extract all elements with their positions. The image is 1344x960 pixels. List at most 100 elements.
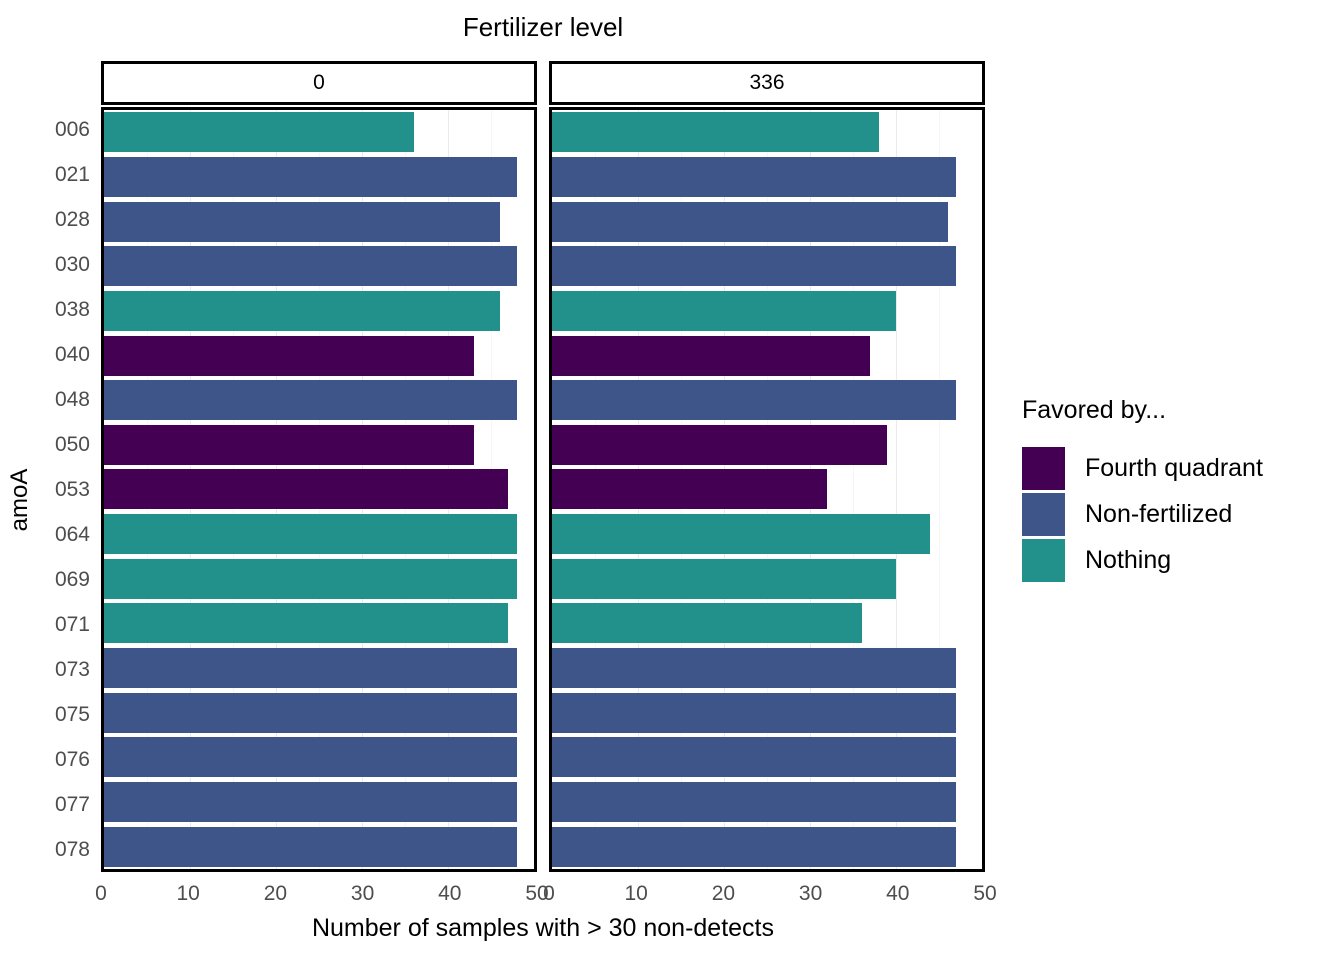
bar-row-0-050 (104, 422, 534, 467)
bar-row-0-030 (104, 244, 534, 289)
bar-336-053 (552, 469, 828, 510)
legend-entry-1: Non-fertilized (1022, 491, 1332, 537)
facet-336: 336 (549, 61, 985, 872)
x-tick-label-336-0: 0 (543, 882, 555, 905)
facet-0: 0 (101, 61, 537, 872)
y-axis-label-048: 048 (54, 388, 90, 411)
gridline-336-45 (939, 110, 940, 869)
x-tick-label-0-40: 40 (438, 882, 462, 905)
legend-label-1: Non-fertilized (1085, 499, 1233, 528)
gridline-336-40 (896, 110, 897, 869)
x-tick-label-0-50: 50 (525, 882, 549, 905)
bar-336-021 (552, 156, 957, 197)
bar-row-336-076 (552, 735, 982, 780)
y-axis-label-053: 053 (54, 478, 90, 501)
bar-336-076 (552, 737, 957, 778)
x-tick-label-0-20: 20 (263, 882, 288, 905)
legend-entry-2: Nothing (1022, 537, 1332, 583)
bar-rows-0 (104, 110, 534, 869)
bar-336-071 (552, 603, 862, 644)
bar-row-336-053 (552, 467, 982, 512)
y-axis-label-071: 071 (54, 613, 90, 636)
x-axis-facet-336: 0 10 20 30 40 50 (543, 882, 997, 908)
bar-row-0-078 (104, 824, 534, 869)
x-axis-title: Number of samples with > 30 non-detects (311, 914, 775, 942)
bar-0-048 (104, 380, 517, 421)
y-axis-label-050: 050 (54, 433, 90, 456)
bar-row-0-073 (104, 646, 534, 691)
bar-row-0-071 (104, 601, 534, 646)
bar-336-073 (552, 648, 957, 688)
bar-row-0-075 (104, 690, 534, 735)
bar-336-006 (552, 112, 879, 153)
x-tick-label-0-30: 30 (350, 882, 375, 905)
y-axis-label-069: 069 (54, 568, 90, 591)
y-axis-label-073: 073 (54, 658, 90, 681)
bar-336-050 (552, 424, 888, 465)
bar-row-336-064 (552, 512, 982, 557)
y-axis-label-040: 040 (54, 343, 90, 366)
legend-label-0: Fourth quadrant (1085, 453, 1263, 482)
bar-0-069 (104, 558, 517, 599)
facet-strip-336: 336 (549, 61, 985, 105)
bar-row-0-048 (104, 378, 534, 423)
bar-row-0-038 (104, 289, 534, 334)
bar-row-336-030 (552, 244, 982, 289)
bar-row-336-048 (552, 378, 982, 423)
x-tick-label-336-30: 30 (798, 882, 823, 905)
bar-row-0-006 (104, 110, 534, 155)
bar-rows-336 (552, 110, 982, 869)
bar-0-038 (104, 290, 500, 331)
x-tick-label-336-40: 40 (886, 882, 910, 905)
legend: Favored by... Fourth quadrant Non-fertili… (1022, 396, 1332, 583)
legend-title: Favored by... (1022, 396, 1167, 424)
bar-row-336-038 (552, 289, 982, 334)
bar-row-0-053 (104, 467, 534, 512)
y-axis-label-064: 064 (54, 523, 90, 546)
bar-row-0-021 (104, 155, 534, 200)
bar-0-040 (104, 335, 474, 376)
bar-336-028 (552, 201, 948, 242)
x-tick-label-336-20: 20 (711, 882, 736, 905)
x-tick-label-0-10: 10 (176, 882, 200, 905)
bar-row-336-050 (552, 422, 982, 467)
bar-row-336-078 (552, 824, 982, 869)
x-tick-label-336-10: 10 (624, 882, 648, 905)
y-axis-label-030: 030 (54, 253, 90, 276)
bar-0-078 (104, 826, 517, 867)
facet-panel-336 (549, 107, 985, 872)
legend-entry-0: Fourth quadrant (1022, 445, 1332, 491)
bar-row-0-064 (104, 512, 534, 557)
bar-row-0-076 (104, 735, 534, 780)
bar-0-064 (104, 514, 517, 555)
facet-panel-0 (101, 107, 537, 872)
bar-0-071 (104, 603, 509, 644)
bar-row-336-028 (552, 199, 982, 244)
y-axis-labels: 006 021 028 030 038 040 048 050 053 064 069 071 073 0… (30, 107, 90, 872)
bar-row-0-077 (104, 780, 534, 825)
bar-row-336-075 (552, 690, 982, 735)
bar-row-336-071 (552, 601, 982, 646)
legend-swatch-0 (1022, 446, 1065, 490)
bar-0-073 (104, 648, 517, 688)
x-tick-label-0-0: 0 (95, 882, 107, 905)
chart-title: Fertilizer level (462, 12, 624, 42)
y-axis-label-078: 078 (54, 838, 90, 861)
bar-336-077 (552, 781, 957, 822)
bar-0-075 (104, 692, 517, 733)
bar-336-075 (552, 692, 957, 733)
bar-0-050 (104, 424, 474, 465)
x-tick-label-336-50: 50 (973, 882, 997, 905)
bar-336-069 (552, 558, 896, 599)
y-axis-label-076: 076 (54, 748, 90, 771)
bar-row-0-069 (104, 556, 534, 601)
bar-336-030 (552, 246, 957, 287)
bar-0-076 (104, 737, 517, 778)
legend-label-2: Nothing (1085, 545, 1172, 574)
bar-0-028 (104, 201, 500, 242)
bar-row-336-021 (552, 155, 982, 200)
gridline-336-35 (853, 110, 854, 869)
bar-row-0-028 (104, 199, 534, 244)
y-axis-label-028: 028 (54, 208, 90, 231)
legend-swatch-2 (1022, 538, 1065, 582)
